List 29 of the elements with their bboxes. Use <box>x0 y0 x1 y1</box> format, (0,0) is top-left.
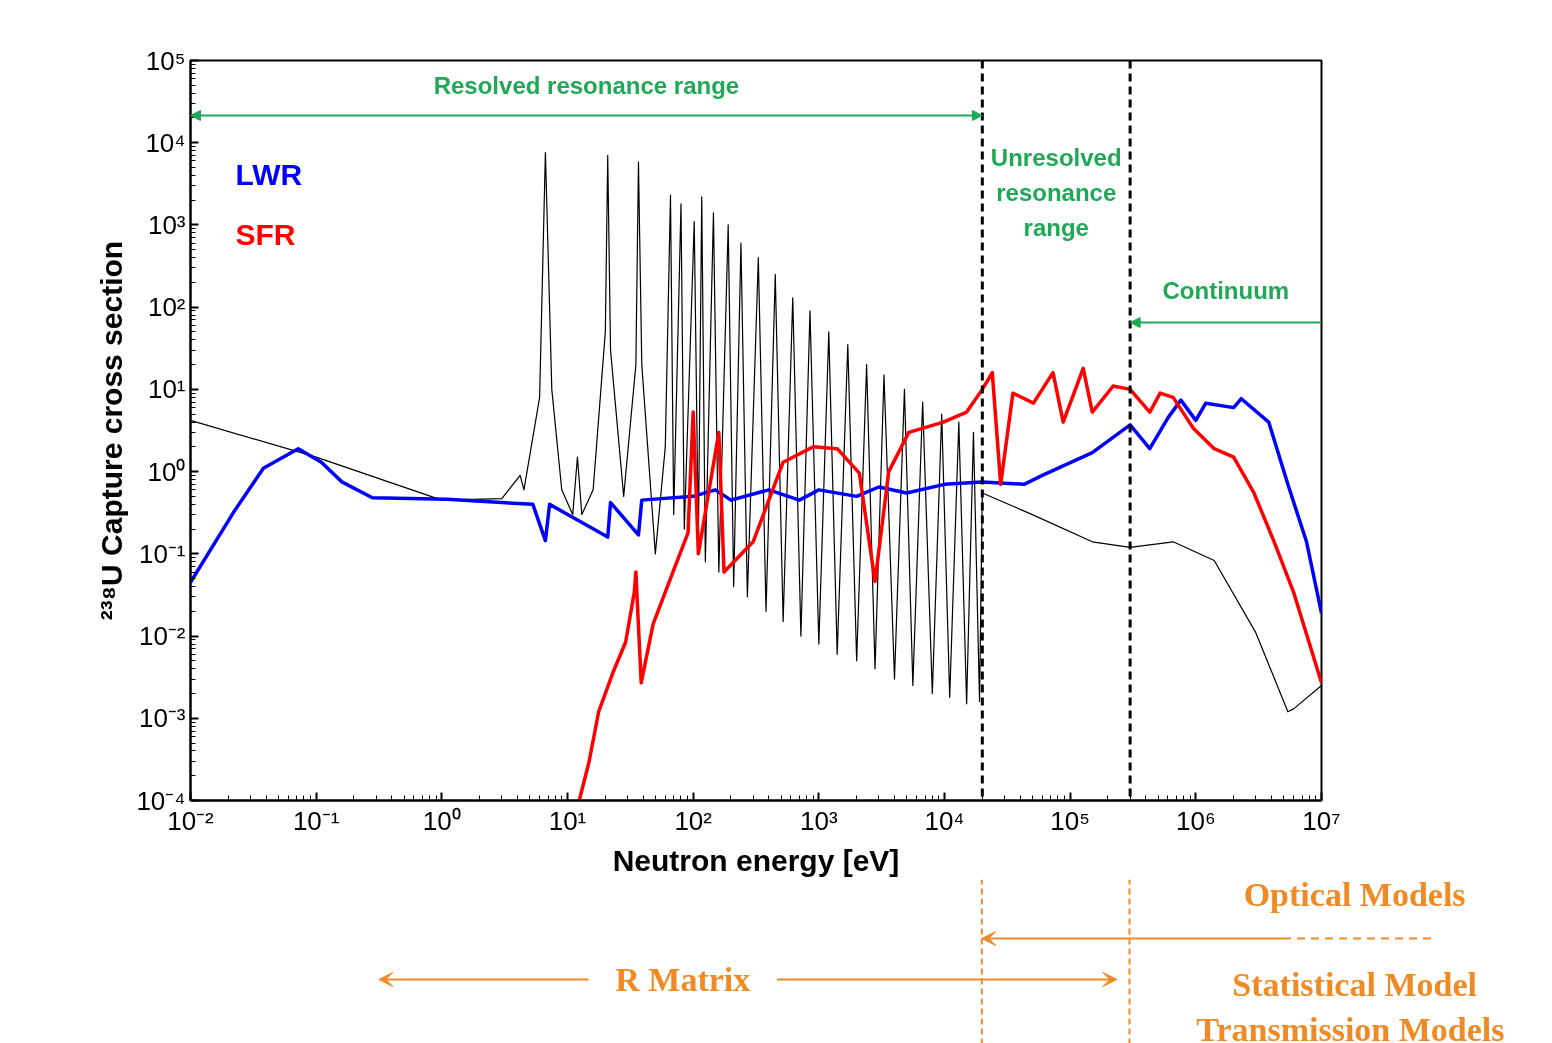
x-tick-label: 10² <box>674 805 713 836</box>
text: SFR <box>235 217 296 251</box>
x-tick-label: 10⁰ <box>422 805 461 836</box>
y-tick-label: 10⁻¹ <box>138 538 186 569</box>
text: Transmission Models <box>1196 1011 1505 1043</box>
y-tick-label: 10⁰ <box>147 456 186 487</box>
annotation: Resolved resonance range <box>433 72 740 99</box>
x-tick-label: 10⁴ <box>924 805 965 836</box>
annotation: Unresolved resonance range <box>990 144 1122 241</box>
y-axis-title: ²³⁸U Capture cross section <box>95 240 129 621</box>
x-tick-label: 10⁶ <box>1176 805 1216 836</box>
text: LWR <box>235 157 303 191</box>
y-tick-label: 10² <box>147 292 186 323</box>
annotation: Continuum <box>1162 277 1290 304</box>
y-tick-label: 10⁻² <box>138 621 186 652</box>
y-tick-label: 10⁴ <box>145 127 186 158</box>
x-tick-label: 10¹ <box>548 805 587 836</box>
y-tick-label: 10⁻³ <box>138 703 186 734</box>
text: Statistical Model <box>1232 966 1477 1003</box>
x-tick-label: 10⁻¹ <box>292 805 340 836</box>
text: Optical Models <box>1243 876 1466 913</box>
x-tick-label: 10⁵ <box>1050 805 1091 836</box>
y-tick-label: 10⁵ <box>145 45 186 76</box>
x-tick-label: 10⁷ <box>1302 805 1341 836</box>
y-tick-label: 10¹ <box>147 374 186 405</box>
x-axis-title: Neutron energy [eV] <box>612 843 900 877</box>
y-tick-label: 10³ <box>147 209 186 240</box>
text: R Matrix <box>615 961 751 998</box>
x-tick-label: 10³ <box>800 805 838 836</box>
